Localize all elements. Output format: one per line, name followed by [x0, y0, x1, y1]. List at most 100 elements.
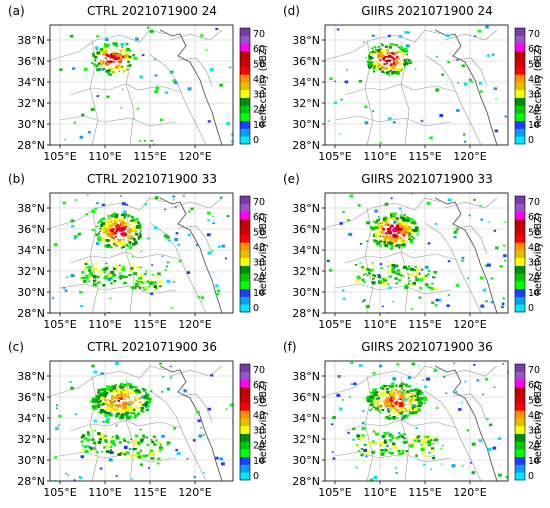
- echo-cell: [111, 385, 115, 388]
- echo-cell: [390, 434, 394, 438]
- echo-cell: [493, 229, 497, 232]
- echo-cell: [361, 426, 366, 431]
- echo-cell: [134, 242, 138, 245]
- echo-cell: [142, 286, 145, 288]
- echo-cell: [159, 444, 162, 446]
- echo-cell: [390, 224, 394, 228]
- echo-cell: [116, 388, 120, 392]
- echo-cell: [384, 439, 387, 442]
- echo-cell: [103, 393, 107, 397]
- lat-tick-label: 32°N: [292, 97, 320, 110]
- echo-cell: [413, 269, 416, 272]
- echo-cell: [169, 72, 172, 74]
- echo-cell: [391, 394, 395, 397]
- echo-cell: [387, 265, 390, 268]
- echo-cell: [123, 212, 127, 215]
- echo-cell: [100, 372, 104, 375]
- echo-cell: [399, 239, 404, 243]
- echo-cell: [155, 288, 158, 290]
- echo-cell: [377, 64, 381, 68]
- echo-cell: [151, 264, 154, 266]
- echo-cell: [146, 395, 149, 397]
- echo-cell: [342, 399, 344, 401]
- echo-cell: [366, 221, 370, 225]
- echo-cell: [504, 221, 507, 223]
- echo-cell: [148, 285, 151, 288]
- echo-cell: [136, 224, 140, 228]
- echo-cell: [128, 227, 132, 230]
- echo-cell: [424, 455, 428, 458]
- echo-cell: [372, 394, 375, 396]
- echo-cell: [114, 236, 117, 238]
- echo-cell: [337, 375, 341, 378]
- echo-cell: [96, 51, 101, 55]
- echo-cell: [74, 413, 77, 416]
- echo-cell: [469, 462, 472, 464]
- echo-cell: [399, 403, 404, 407]
- echo-cell: [406, 237, 409, 239]
- echo-cell: [135, 37, 139, 41]
- echo-cell: [383, 216, 388, 220]
- echo-cell: [409, 397, 411, 399]
- colorbar-swatch: [515, 97, 525, 106]
- echo-cell: [94, 429, 96, 432]
- echo-cell: [435, 298, 439, 302]
- echo-cell: [468, 78, 472, 82]
- echo-cell: [141, 395, 145, 399]
- echo-cell: [378, 410, 380, 412]
- echo-cell: [386, 410, 389, 412]
- province-border: [424, 222, 482, 313]
- echo-cell: [111, 68, 114, 70]
- echo-cell: [328, 268, 333, 272]
- echo-cell: [120, 409, 125, 413]
- colorbar-tick-label: 10: [253, 456, 265, 467]
- echo-cell: [387, 271, 390, 274]
- echo-cell: [83, 267, 87, 271]
- colorbar-swatch: [240, 402, 250, 411]
- colorbar-swatch: [515, 43, 525, 52]
- echo-cell: [120, 42, 125, 47]
- echo-cell: [108, 458, 113, 462]
- echo-cell: [131, 478, 134, 480]
- echo-cell: [377, 51, 382, 55]
- colorbar-swatch: [240, 410, 250, 419]
- echo-cell: [376, 441, 379, 444]
- echo-cell: [363, 274, 366, 276]
- echo-cell: [127, 214, 131, 217]
- echo-cell: [390, 452, 394, 455]
- echo-cell: [125, 407, 129, 410]
- echo-cell: [395, 44, 398, 47]
- echo-cell: [81, 434, 86, 437]
- echo-cell: [463, 133, 466, 136]
- echo-cell: [402, 228, 407, 232]
- echo-cell: [113, 232, 117, 235]
- colorbar-swatch: [240, 136, 250, 145]
- echo-cell: [105, 53, 109, 57]
- echo-cell: [120, 195, 122, 197]
- echo-cell: [432, 443, 435, 445]
- echo-cell: [415, 229, 419, 233]
- lat-tick-label: 30°N: [292, 286, 320, 299]
- echo-cell: [374, 60, 379, 64]
- echo-cell: [110, 270, 115, 275]
- echo-cell: [404, 284, 409, 288]
- echo-cell: [385, 62, 388, 65]
- lat-tick-label: 38°N: [292, 202, 320, 215]
- echo-cell: [382, 277, 386, 281]
- echo-cell: [334, 80, 337, 82]
- echo-cell: [485, 300, 488, 303]
- coastline: [159, 197, 223, 313]
- echo-cell: [170, 365, 172, 368]
- echo-cell: [372, 220, 375, 223]
- echo-cell: [113, 280, 117, 283]
- colorbar-swatch: [240, 472, 250, 481]
- echo-cell: [125, 57, 129, 60]
- echo-cell: [383, 441, 387, 444]
- echo-cell: [124, 447, 128, 450]
- lon-tick-label: 115°E: [408, 486, 441, 499]
- echo-cell: [456, 109, 460, 112]
- echo-cell: [73, 237, 77, 240]
- echo-cell: [133, 56, 138, 60]
- echo-cell: [389, 69, 392, 72]
